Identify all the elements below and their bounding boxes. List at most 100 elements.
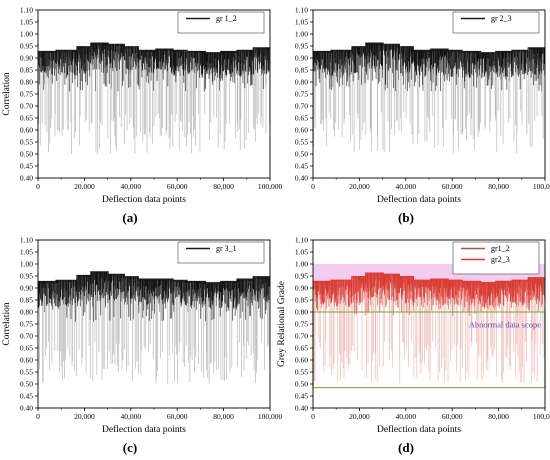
y-tick-label: 0.40 [20,174,33,183]
y-tick-label: 0.65 [295,344,308,353]
y-tick-label: 0.75 [295,90,308,99]
y-tick-label: 0.40 [295,174,308,183]
y-tick-label: 1.10 [20,236,33,245]
chart-panel-d: 0.40 0.45 0.50 0.55 0.60 0.65 0.70 0.75 0.80 0.85… [275,230,550,460]
y-tick-label: 0.60 [20,356,33,365]
plot-frame [37,239,271,409]
y-tick-label: 1.00 [20,30,33,39]
x-tick-label: 40,000 [120,412,141,421]
y-tick-label: 0.55 [20,138,33,147]
chart-panel-b: 0.40 0.45 0.50 0.55 0.60 0.65 0.70 0.75 0.80 0.85… [275,0,550,230]
y-tick-label: 1.00 [295,260,308,269]
y-tick-label: 0.85 [295,66,308,75]
x-tick-label: 40,000 [395,182,416,191]
y-tick-label: 0.65 [20,344,33,353]
x-tick-label: 80,000 [488,412,509,421]
y-tick-label: 0.75 [20,320,33,329]
y-tick-label: 0.90 [295,284,308,293]
x-tick-label: 0 [36,412,40,421]
x-tick-label: 0 [311,412,315,421]
x-tick-label: 20,000 [74,182,95,191]
x-tick-label: 40,000 [395,412,416,421]
x-tick-label: 60,000 [442,412,463,421]
y-tick-label: 0.45 [295,392,308,401]
y-tick-label: 0.80 [20,78,33,87]
y-tick-label: 1.05 [295,248,308,257]
legend-entry: gr2_3 [491,255,510,264]
legend-box [177,241,265,264]
panel-label-c: (c) [122,440,138,455]
chart-panel-a: 0.40 0.45 0.50 0.55 0.60 0.65 0.70 0.75 0.80 0.85… [0,0,282,230]
chart-svg-d: 0.40 0.45 0.50 0.55 0.60 0.65 0.70 0.75 0.80 0.85… [277,236,550,435]
x-tick-label: 40,000 [120,182,141,191]
y-tick-label: 0.50 [295,150,308,159]
panel-label-a: (a) [122,210,138,225]
chart-svg-c: 0.40 0.45 0.50 0.55 0.60 0.65 0.70 0.75 0.80 0.85… [2,236,282,435]
y-tick-label: 0.80 [295,308,308,317]
x-tick-label: 80,000 [213,412,234,421]
y-axis-label: Grey Relational Grade [277,281,287,367]
y-tick-label: 0.90 [295,54,308,63]
y-tick-label: 1.10 [20,6,33,15]
y-tick-label: 0.70 [295,332,308,341]
legend-box [452,241,540,275]
y-tick-label: 1.05 [20,248,33,257]
legend-entry: gr 3_1 [216,244,237,253]
y-tick-label: 0.65 [295,114,308,123]
x-tick-label: 100,000 [258,412,283,421]
y-tick-label: 1.10 [295,236,308,245]
y-tick-label: 0.90 [20,284,33,293]
x-tick-label: 0 [36,182,40,191]
panel-label-d: (d) [398,440,414,455]
chart-panel-c: 0.40 0.45 0.50 0.55 0.60 0.65 0.70 0.75 0.80 0.85… [0,230,282,460]
y-tick-label: 0.95 [295,42,308,51]
y-tick-label: 0.70 [20,102,33,111]
y-tick-label: 0.60 [295,356,308,365]
x-tick-label: 20,000 [74,412,95,421]
y-tick-label: 0.40 [295,404,308,413]
chart-svg-b: 0.40 0.45 0.50 0.55 0.60 0.65 0.70 0.75 0.80 0.85… [295,6,550,205]
series-group [313,272,545,384]
x-tick-label: 0 [311,182,315,191]
y-tick-label: 0.75 [295,320,308,329]
y-tick-label: 1.10 [295,6,308,15]
chart-svg-a: 0.40 0.45 0.50 0.55 0.60 0.65 0.70 0.75 0.80 0.85… [2,6,282,205]
y-tick-label: 0.60 [295,126,308,135]
y-tick-label: 0.50 [20,380,33,389]
y-tick-label: 0.55 [295,138,308,147]
y-tick-label: 0.45 [20,392,33,401]
y-tick-label: 0.65 [20,114,33,123]
x-axis-label: Deflection data points [102,424,186,435]
y-tick-label: 0.55 [295,368,308,377]
x-tick-label: 60,000 [442,182,463,191]
y-tick-label: 1.05 [20,18,33,27]
legend-box [177,11,265,34]
annotation-text: Abnormal data scope [469,320,541,330]
y-tick-label: 0.45 [20,162,33,171]
x-tick-label: 100,000 [533,412,550,421]
legend-entry: gr 1_2 [216,14,237,23]
x-axis-label: Deflection data points [377,194,461,205]
x-axis-label: Deflection data points [102,194,186,205]
panel-label-b: (b) [398,210,414,225]
x-tick-label: 80,000 [488,182,509,191]
series-group [38,42,270,154]
x-tick-label: 80,000 [213,182,234,191]
y-tick-label: 1.00 [20,260,33,269]
y-tick-label: 0.80 [20,308,33,317]
legend-entry: gr 2_3 [491,14,512,23]
x-tick-label: 20,000 [349,182,370,191]
y-tick-label: 0.70 [295,102,308,111]
y-tick-label: 0.85 [20,66,33,75]
y-axis-label: Correlation [2,302,12,346]
y-tick-label: 1.05 [295,18,308,27]
y-tick-label: 0.40 [20,404,33,413]
y-tick-label: 0.95 [20,272,33,281]
y-tick-label: 1.00 [295,30,308,39]
x-tick-label: 60,000 [167,412,188,421]
x-tick-label: 100,000 [533,182,550,191]
y-tick-label: 0.55 [20,368,33,377]
x-tick-label: 20,000 [349,412,370,421]
x-tick-label: 100,000 [258,182,283,191]
legend-entry: gr1_2 [491,244,510,253]
